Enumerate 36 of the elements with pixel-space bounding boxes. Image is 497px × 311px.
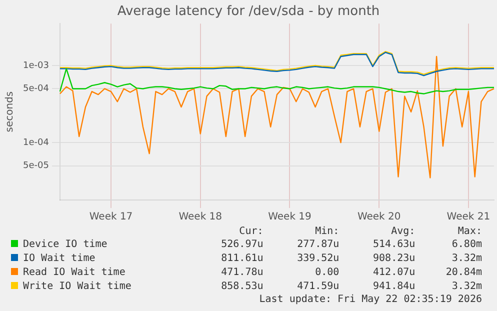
legend-label: IO Wait time [22,252,96,266]
text: 514.63u [372,238,416,252]
text: Cur: [238,226,264,238]
text: 339.52u [296,252,340,266]
text: Max: [456,226,483,238]
text: 941.84u [372,280,416,294]
text: 412.07u [372,266,416,280]
y-tick-label: 5e-05 [22,161,49,172]
text: 471.59u [296,280,340,294]
x-tick-label: Week 21 [446,212,490,223]
text: 3.32m [450,252,483,266]
text: 526.97u [220,238,264,252]
legend-label: Device IO time [22,238,108,252]
text: 6.80m [450,238,483,252]
y-tick-label: 5e-04 [22,84,50,94]
text: 0.00 [314,266,340,280]
y-tick-label: 1e-04 [22,138,50,148]
text: 277.87u [296,238,340,252]
x-tick-label: Week 20 [357,212,401,223]
legend-label: Read IO Wait time [22,266,126,280]
y-tick-label: 1e-03 [22,60,49,71]
text: Avg: [390,226,416,238]
text: Last update: Fri May 22 02:35:19 2026 [258,294,483,306]
text: 858.53u [220,280,264,294]
text: 811.61u [220,252,264,266]
text: 471.78u [220,266,264,280]
text: 3.32m [450,280,483,294]
x-tick-label: Week 18 [178,212,222,223]
y-axis-title: seconds [4,91,16,132]
x-tick-label: Week 17 [89,212,133,223]
text: Min: [314,226,340,238]
text: 20.84m [444,266,483,280]
x-tick-label: Week 19 [268,212,312,223]
chart-title: Average latency for /dev/sda - by month [117,4,380,20]
text: 908.23u [372,252,416,266]
legend-label: Write IO Wait time [22,280,132,294]
